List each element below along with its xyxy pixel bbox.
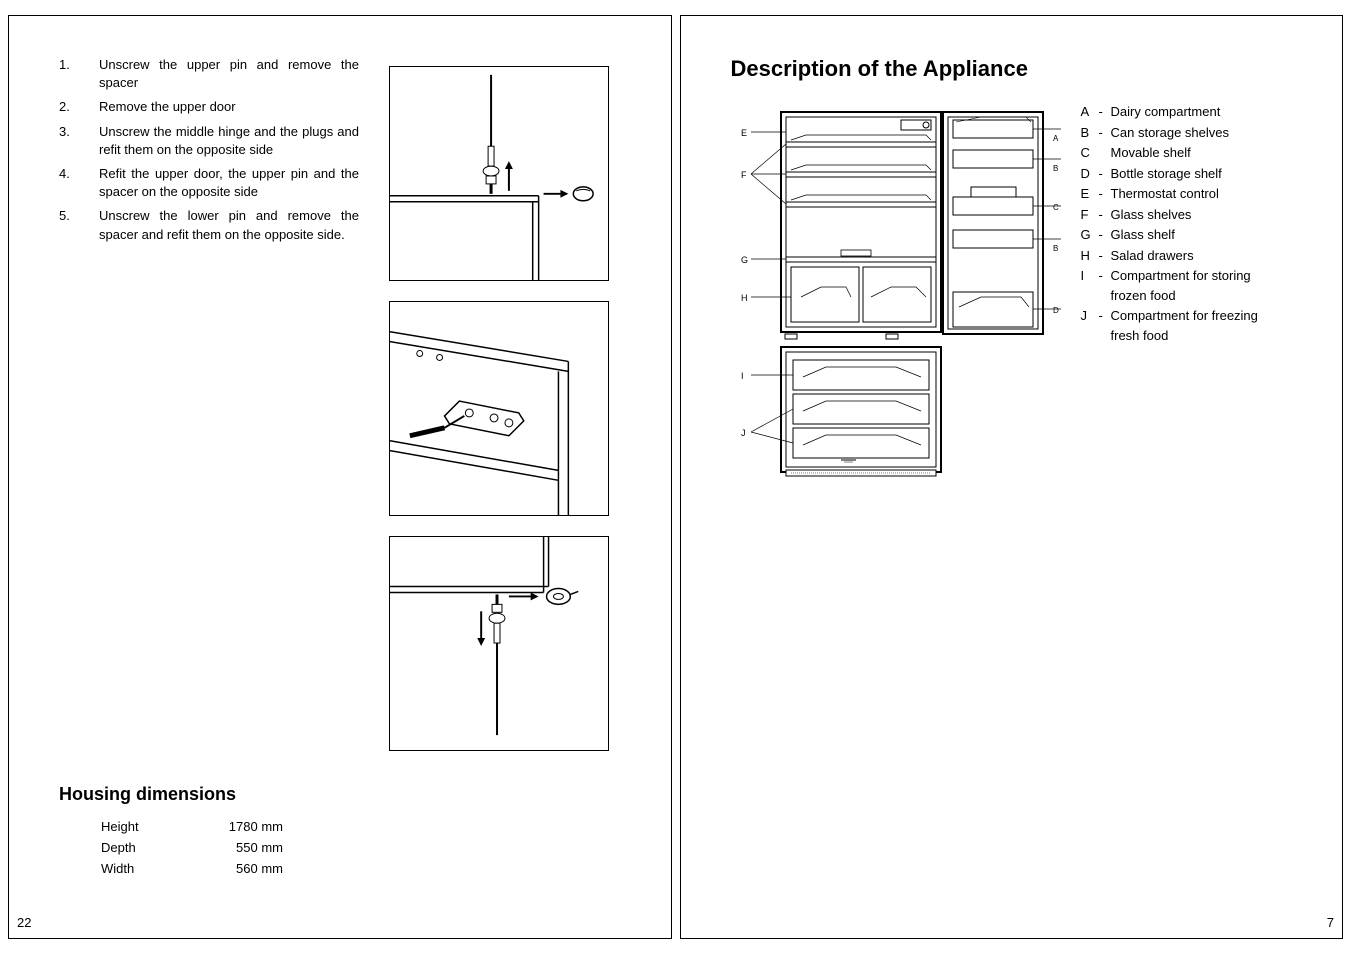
legend-desc: Bottle storage shelf — [1111, 164, 1261, 184]
appliance-legend: A-Dairy compartment B-Can storage shelve… — [1081, 102, 1261, 482]
page-number-left: 22 — [17, 915, 31, 930]
legend-desc: Thermostat control — [1111, 184, 1261, 204]
step-text: Unscrew the middle hinge and the plugs a… — [99, 123, 359, 159]
label-f: F — [741, 170, 747, 180]
dimensions-table: Height1780 mm Depth550 mm Width560 mm — [99, 815, 285, 880]
dim-label: Depth — [101, 838, 221, 857]
legend-item: A-Dairy compartment — [1081, 102, 1261, 122]
legend-dash: - — [1099, 306, 1111, 345]
door-reversal-steps: 1.Unscrew the upper pin and remove the s… — [59, 56, 359, 244]
legend-desc: Glass shelf — [1111, 225, 1261, 245]
legend-letter: B — [1081, 123, 1099, 143]
legend-item: G-Glass shelf — [1081, 225, 1261, 245]
step-num: 3. — [59, 123, 99, 159]
label-b1: B — [1053, 164, 1058, 173]
table-row: Depth550 mm — [101, 838, 283, 857]
legend-desc: Can storage shelves — [1111, 123, 1261, 143]
legend-item: D-Bottle storage shelf — [1081, 164, 1261, 184]
step-text: Unscrew the upper pin and remove the spa… — [99, 56, 359, 92]
legend-dash: - — [1099, 266, 1111, 305]
diagram-upper-pin — [389, 66, 609, 281]
legend-dash — [1099, 143, 1111, 163]
legend-item: J-Compartment for freezing fresh food — [1081, 306, 1261, 345]
appliance-area: E F G H I J A B C — [731, 102, 1293, 482]
label-d: D — [1053, 306, 1059, 315]
label-e: E — [741, 128, 747, 138]
legend-letter: J — [1081, 306, 1099, 345]
table-row: Width560 mm — [101, 859, 283, 878]
legend-dash: - — [1099, 102, 1111, 122]
dim-value: 1780 mm — [223, 817, 283, 836]
legend-desc: Salad drawers — [1111, 246, 1261, 266]
legend-item: F-Glass shelves — [1081, 205, 1261, 225]
legend-dash: - — [1099, 123, 1111, 143]
label-g: G — [741, 255, 748, 265]
step-text: Remove the upper door — [99, 98, 359, 116]
legend-letter: F — [1081, 205, 1099, 225]
appliance-diagram: E F G H I J A B C — [731, 102, 1061, 482]
dim-label: Height — [101, 817, 221, 836]
legend-desc: Compartment for storing frozen food — [1111, 266, 1261, 305]
label-b2: B — [1053, 244, 1058, 253]
step-item: 1.Unscrew the upper pin and remove the s… — [59, 56, 359, 92]
legend-item: H-Salad drawers — [1081, 246, 1261, 266]
legend-item: E-Thermostat control — [1081, 184, 1261, 204]
step-text: Unscrew the lower pin and remove the spa… — [99, 207, 359, 243]
legend-dash: - — [1099, 225, 1111, 245]
label-h: H — [741, 293, 748, 303]
legend-letter: A — [1081, 102, 1099, 122]
housing-dimensions-section: Housing dimensions Height1780 mm Depth55… — [59, 784, 621, 880]
legend-desc: Compartment for freezing fresh food — [1111, 306, 1261, 345]
step-item: 2.Remove the upper door — [59, 98, 359, 116]
legend-desc: Movable shelf — [1111, 143, 1261, 163]
label-a: A — [1053, 134, 1059, 143]
legend-letter: G — [1081, 225, 1099, 245]
legend-item: B-Can storage shelves — [1081, 123, 1261, 143]
step-num: 2. — [59, 98, 99, 116]
label-i: I — [741, 371, 744, 381]
step-num: 4. — [59, 165, 99, 201]
step-item: 5.Unscrew the lower pin and remove the s… — [59, 207, 359, 243]
legend-desc: Dairy compartment — [1111, 102, 1261, 122]
step-item: 4.Refit the upper door, the upper pin an… — [59, 165, 359, 201]
right-page: Description of the Appliance — [680, 15, 1344, 939]
legend-letter: I — [1081, 266, 1099, 305]
left-page: 1.Unscrew the upper pin and remove the s… — [8, 15, 672, 939]
legend-dash: - — [1099, 205, 1111, 225]
step-text: Refit the upper door, the upper pin and … — [99, 165, 359, 201]
legend-dash: - — [1099, 164, 1111, 184]
label-j: J — [741, 428, 746, 438]
table-row: Height1780 mm — [101, 817, 283, 836]
step-num: 1. — [59, 56, 99, 92]
dim-value: 560 mm — [223, 859, 283, 878]
step-item: 3.Unscrew the middle hinge and the plugs… — [59, 123, 359, 159]
page-title: Description of the Appliance — [731, 56, 1293, 82]
legend-item: I-Compartment for storing frozen food — [1081, 266, 1261, 305]
legend-letter: C — [1081, 143, 1099, 163]
legend-item: C Movable shelf — [1081, 143, 1261, 163]
legend-letter: D — [1081, 164, 1099, 184]
diagram-middle-hinge — [389, 301, 609, 516]
legend-dash: - — [1099, 246, 1111, 266]
legend-desc: Glass shelves — [1111, 205, 1261, 225]
legend-letter: E — [1081, 184, 1099, 204]
dim-value: 550 mm — [223, 838, 283, 857]
legend-dash: - — [1099, 184, 1111, 204]
diagram-column — [389, 66, 609, 771]
legend-letter: H — [1081, 246, 1099, 266]
housing-title: Housing dimensions — [59, 784, 621, 805]
diagram-lower-pin — [389, 536, 609, 751]
label-c: C — [1053, 203, 1059, 212]
page-number-right: 7 — [1327, 915, 1334, 930]
step-num: 5. — [59, 207, 99, 243]
dim-label: Width — [101, 859, 221, 878]
